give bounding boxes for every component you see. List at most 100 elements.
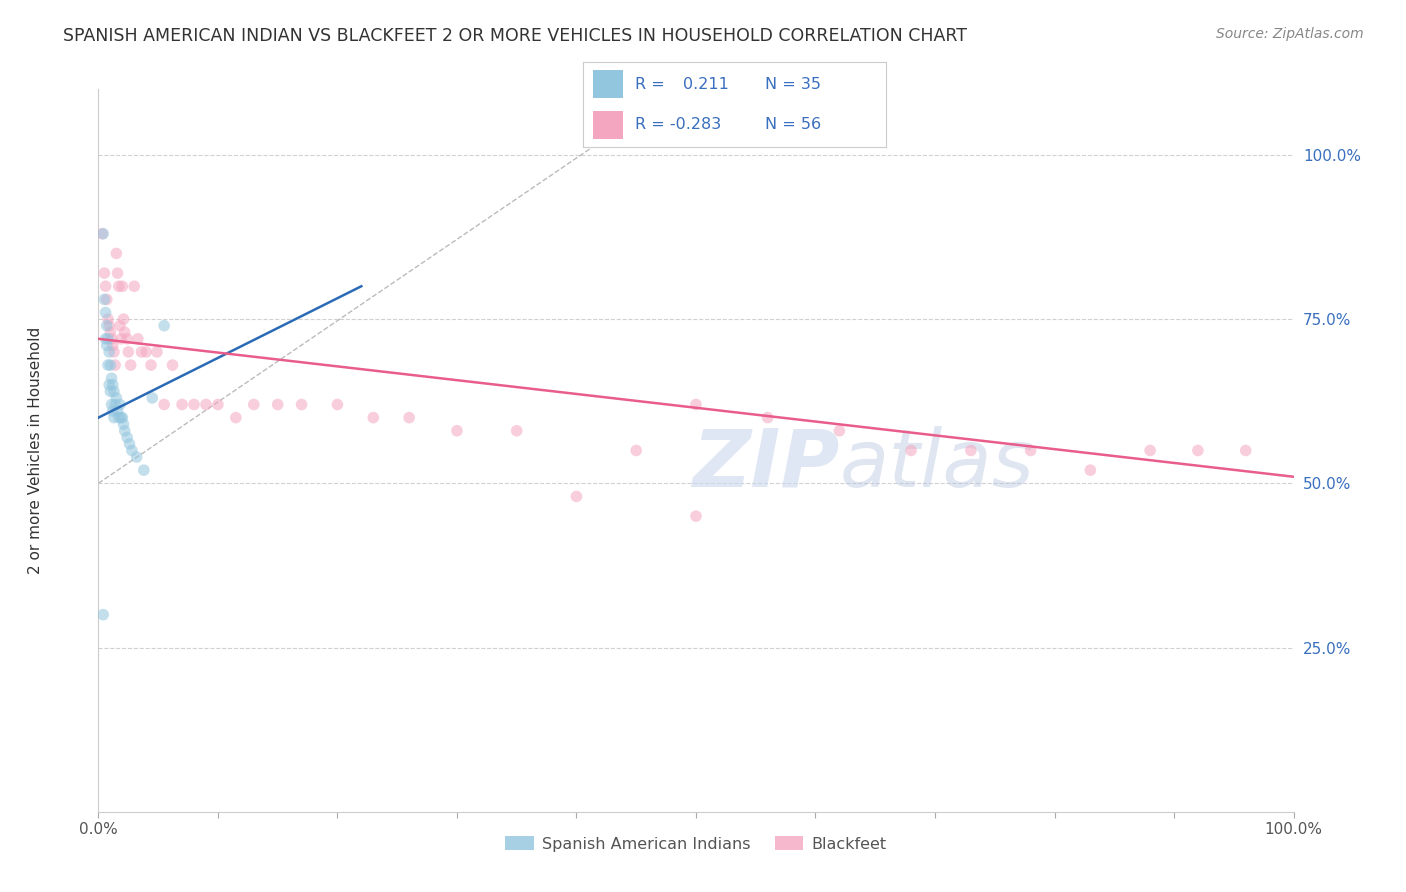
Point xyxy=(207,397,229,411)
Point xyxy=(98,318,121,333)
Point xyxy=(146,345,169,359)
Point xyxy=(103,384,125,399)
Text: SPANISH AMERICAN INDIAN VS BLACKFEET 2 OR MORE VEHICLES IN HOUSEHOLD CORRELATION: SPANISH AMERICAN INDIAN VS BLACKFEET 2 O… xyxy=(63,27,967,45)
Point xyxy=(506,424,529,438)
Text: N = 56: N = 56 xyxy=(765,117,821,132)
Point xyxy=(141,391,163,405)
Point xyxy=(103,345,125,359)
Point xyxy=(96,338,118,352)
Point xyxy=(118,437,141,451)
Point xyxy=(94,279,117,293)
Point xyxy=(243,397,266,411)
Y-axis label: 2 or more Vehicles in Household: 2 or more Vehicles in Household xyxy=(28,326,42,574)
Point xyxy=(363,410,385,425)
Point xyxy=(685,509,707,524)
Point xyxy=(1080,463,1102,477)
Point xyxy=(153,318,176,333)
Point xyxy=(626,443,648,458)
Point xyxy=(98,384,122,399)
Point xyxy=(98,325,122,339)
Point xyxy=(114,325,136,339)
Point xyxy=(685,397,707,411)
Text: ZIP: ZIP xyxy=(692,425,839,504)
Point xyxy=(97,358,120,372)
Point xyxy=(115,430,138,444)
Point xyxy=(114,424,136,438)
Point xyxy=(91,227,114,241)
Point xyxy=(162,358,184,372)
Text: 0.211: 0.211 xyxy=(683,77,730,92)
Point xyxy=(103,410,125,425)
Point xyxy=(131,345,153,359)
Point xyxy=(108,318,131,333)
Point xyxy=(900,443,922,458)
Point xyxy=(98,358,122,372)
Point xyxy=(1234,443,1257,458)
Point xyxy=(153,397,176,411)
Point xyxy=(104,358,127,372)
Point xyxy=(91,607,114,622)
Point xyxy=(96,293,118,307)
Point xyxy=(94,305,117,319)
Point xyxy=(112,417,135,432)
Point xyxy=(1019,443,1042,458)
Point xyxy=(98,345,121,359)
Point xyxy=(111,279,134,293)
Point xyxy=(111,410,134,425)
Point xyxy=(121,443,143,458)
Text: N = 35: N = 35 xyxy=(765,77,821,92)
Point xyxy=(1139,443,1161,458)
Text: atlas: atlas xyxy=(839,425,1035,504)
Point xyxy=(183,397,205,411)
Point xyxy=(446,424,468,438)
Point xyxy=(132,463,155,477)
FancyBboxPatch shape xyxy=(592,111,623,139)
Point xyxy=(107,266,129,280)
Point xyxy=(96,318,118,333)
Point xyxy=(756,410,779,425)
Point xyxy=(960,443,983,458)
Point xyxy=(93,293,115,307)
Point xyxy=(100,332,122,346)
Point xyxy=(110,410,132,425)
Point xyxy=(107,404,129,418)
Point xyxy=(267,397,290,411)
Point xyxy=(97,312,120,326)
Point xyxy=(93,266,115,280)
Point xyxy=(195,397,218,411)
Point xyxy=(828,424,851,438)
Point xyxy=(135,345,157,359)
Point xyxy=(115,332,138,346)
Point xyxy=(172,397,194,411)
Point xyxy=(101,404,124,418)
Point xyxy=(125,450,148,464)
Point xyxy=(94,332,117,346)
Point xyxy=(124,279,146,293)
Point xyxy=(100,397,122,411)
Text: R =: R = xyxy=(636,77,665,92)
Point xyxy=(1187,443,1209,458)
Point xyxy=(107,410,129,425)
Point xyxy=(225,410,247,425)
Legend: Spanish American Indians, Blackfeet: Spanish American Indians, Blackfeet xyxy=(499,830,893,858)
Point xyxy=(127,332,149,346)
Point xyxy=(139,358,162,372)
Point xyxy=(120,358,142,372)
Point xyxy=(565,490,588,504)
Text: R = -0.283: R = -0.283 xyxy=(636,117,721,132)
Point xyxy=(97,332,120,346)
Point xyxy=(91,227,114,241)
Point xyxy=(105,246,128,260)
Text: Source: ZipAtlas.com: Source: ZipAtlas.com xyxy=(1216,27,1364,41)
Point xyxy=(117,345,139,359)
Point xyxy=(101,338,124,352)
Point xyxy=(101,377,124,392)
Point xyxy=(100,371,122,385)
Point xyxy=(104,397,127,411)
Point xyxy=(112,312,135,326)
Point xyxy=(108,397,131,411)
Point xyxy=(398,410,420,425)
Point xyxy=(105,391,128,405)
Point xyxy=(107,279,129,293)
FancyBboxPatch shape xyxy=(592,70,623,98)
